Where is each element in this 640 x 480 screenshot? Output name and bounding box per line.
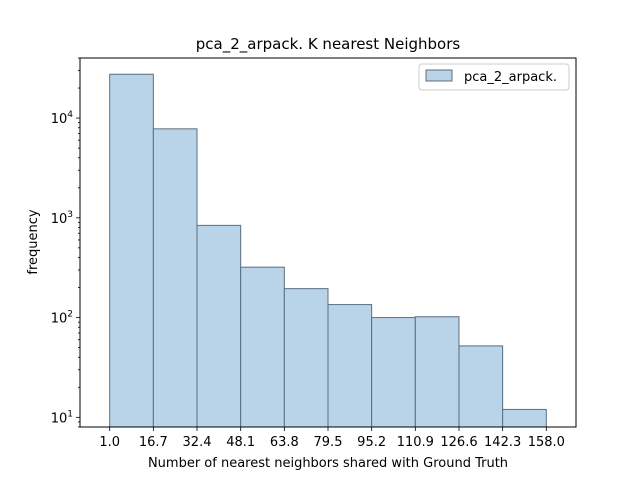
chart-title: pca_2_arpack. K nearest Neighbors xyxy=(196,35,461,54)
x-tick-label: 1.0 xyxy=(99,435,120,450)
histogram-bar xyxy=(283,288,329,428)
histogram-bar xyxy=(371,317,416,428)
y-axis: 101 102 103 104 xyxy=(51,57,80,428)
x-tick-label: 126.6 xyxy=(440,435,477,450)
x-tick-label: 110.9 xyxy=(397,435,434,450)
x-tick-label: 79.5 xyxy=(314,435,343,450)
x-tick-label: 32.4 xyxy=(183,435,212,450)
histogram-bar xyxy=(502,408,547,428)
x-tick-label: 142.3 xyxy=(484,435,521,450)
histogram-bar xyxy=(196,224,242,428)
legend-swatch xyxy=(425,69,453,82)
bars-group xyxy=(109,73,547,428)
histogram-bar xyxy=(327,304,373,428)
histogram-bar xyxy=(414,316,460,428)
legend: pca_2_arpack. xyxy=(418,63,570,91)
histogram-bar xyxy=(458,345,504,428)
histogram-bar xyxy=(109,73,154,428)
legend-frame xyxy=(418,63,570,91)
y-tick-label: 101 xyxy=(51,409,73,426)
y-tick-label: 104 xyxy=(51,110,74,127)
x-tick-label: 16.7 xyxy=(139,435,168,450)
x-tick-label: 63.8 xyxy=(270,435,299,450)
y-tick-label: 102 xyxy=(51,310,73,327)
legend-label: pca_2_arpack. xyxy=(464,70,557,85)
histogram-bar xyxy=(152,128,198,428)
y-tick-label: 103 xyxy=(51,210,73,227)
x-axis-label: Number of nearest neighbors shared with … xyxy=(148,456,508,471)
y-axis-label: frequency xyxy=(26,209,41,275)
x-tick-label: 95.2 xyxy=(357,435,386,450)
x-tick-label: 158.0 xyxy=(528,435,565,450)
x-tick-label: 48.1 xyxy=(226,435,255,450)
histogram-bar xyxy=(240,266,285,428)
x-axis: 1.0 16.7 32.4 48.1 63.8 79.5 95.2 110.9 126.6 142… xyxy=(99,427,565,450)
